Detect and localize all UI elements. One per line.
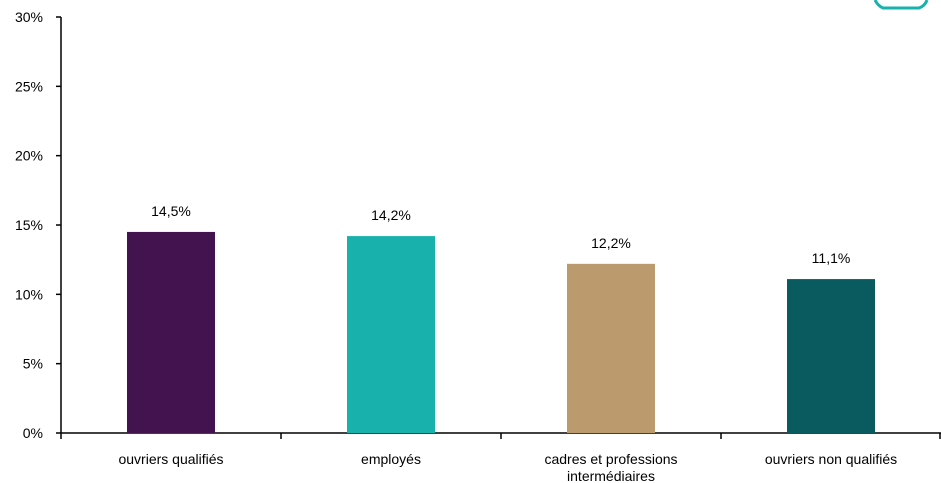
data-label: 14,2%	[371, 207, 411, 223]
category-label: intermédiaires	[567, 468, 655, 483]
y-tick-label: 0%	[23, 425, 43, 441]
y-tick-label: 30%	[15, 9, 43, 25]
category-label: cadres et professions	[544, 451, 677, 467]
bar	[787, 279, 875, 433]
data-labels: 14,5% 14,2% 12,2% 11,1%	[151, 203, 850, 266]
bars	[127, 231, 875, 433]
y-tick-label: 5%	[23, 356, 43, 372]
y-tick-label: 10%	[15, 286, 43, 302]
y-tick-label: 25%	[15, 78, 43, 94]
category-label: ouvriers qualifiés	[118, 451, 223, 467]
bar	[567, 263, 655, 433]
y-axis: 0% 5% 10% 15% 20% 25% 30%	[15, 9, 62, 441]
data-label: 14,5%	[151, 203, 191, 219]
x-axis	[60, 432, 941, 439]
bar	[127, 231, 215, 433]
bar	[347, 236, 435, 433]
category-label: ouvriers non qualifiés	[765, 451, 897, 467]
data-label: 11,1%	[812, 250, 851, 266]
y-tick-label: 15%	[15, 217, 43, 233]
y-tick-label: 20%	[15, 148, 43, 164]
data-label: 12,2%	[591, 235, 631, 251]
corner-decoration-icon	[873, 0, 929, 10]
category-labels: ouvriers qualifiés employés cadres et prof…	[118, 451, 897, 483]
category-label: employés	[361, 451, 421, 467]
